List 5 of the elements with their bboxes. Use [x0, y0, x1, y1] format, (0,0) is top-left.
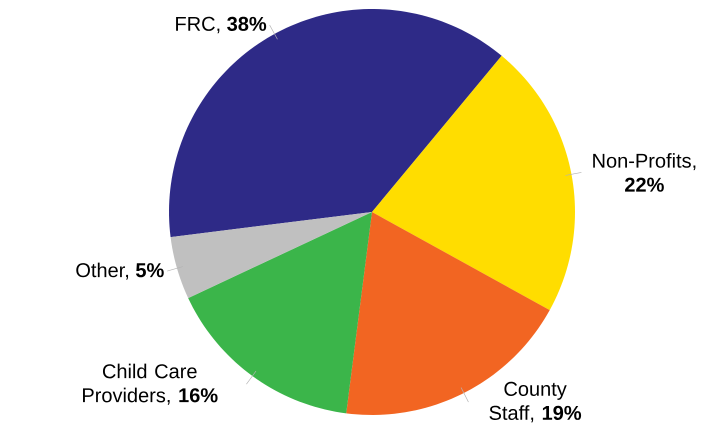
slice-label: Other, 5% [76, 262, 164, 280]
slice-label: County Staff, 19% [489, 382, 582, 422]
slice-label: FRC, 38% [176, 16, 266, 34]
slice-label: Child Care Providers, 16% [83, 364, 218, 405]
slice-label: Non-Profits, 22% [593, 153, 696, 192]
